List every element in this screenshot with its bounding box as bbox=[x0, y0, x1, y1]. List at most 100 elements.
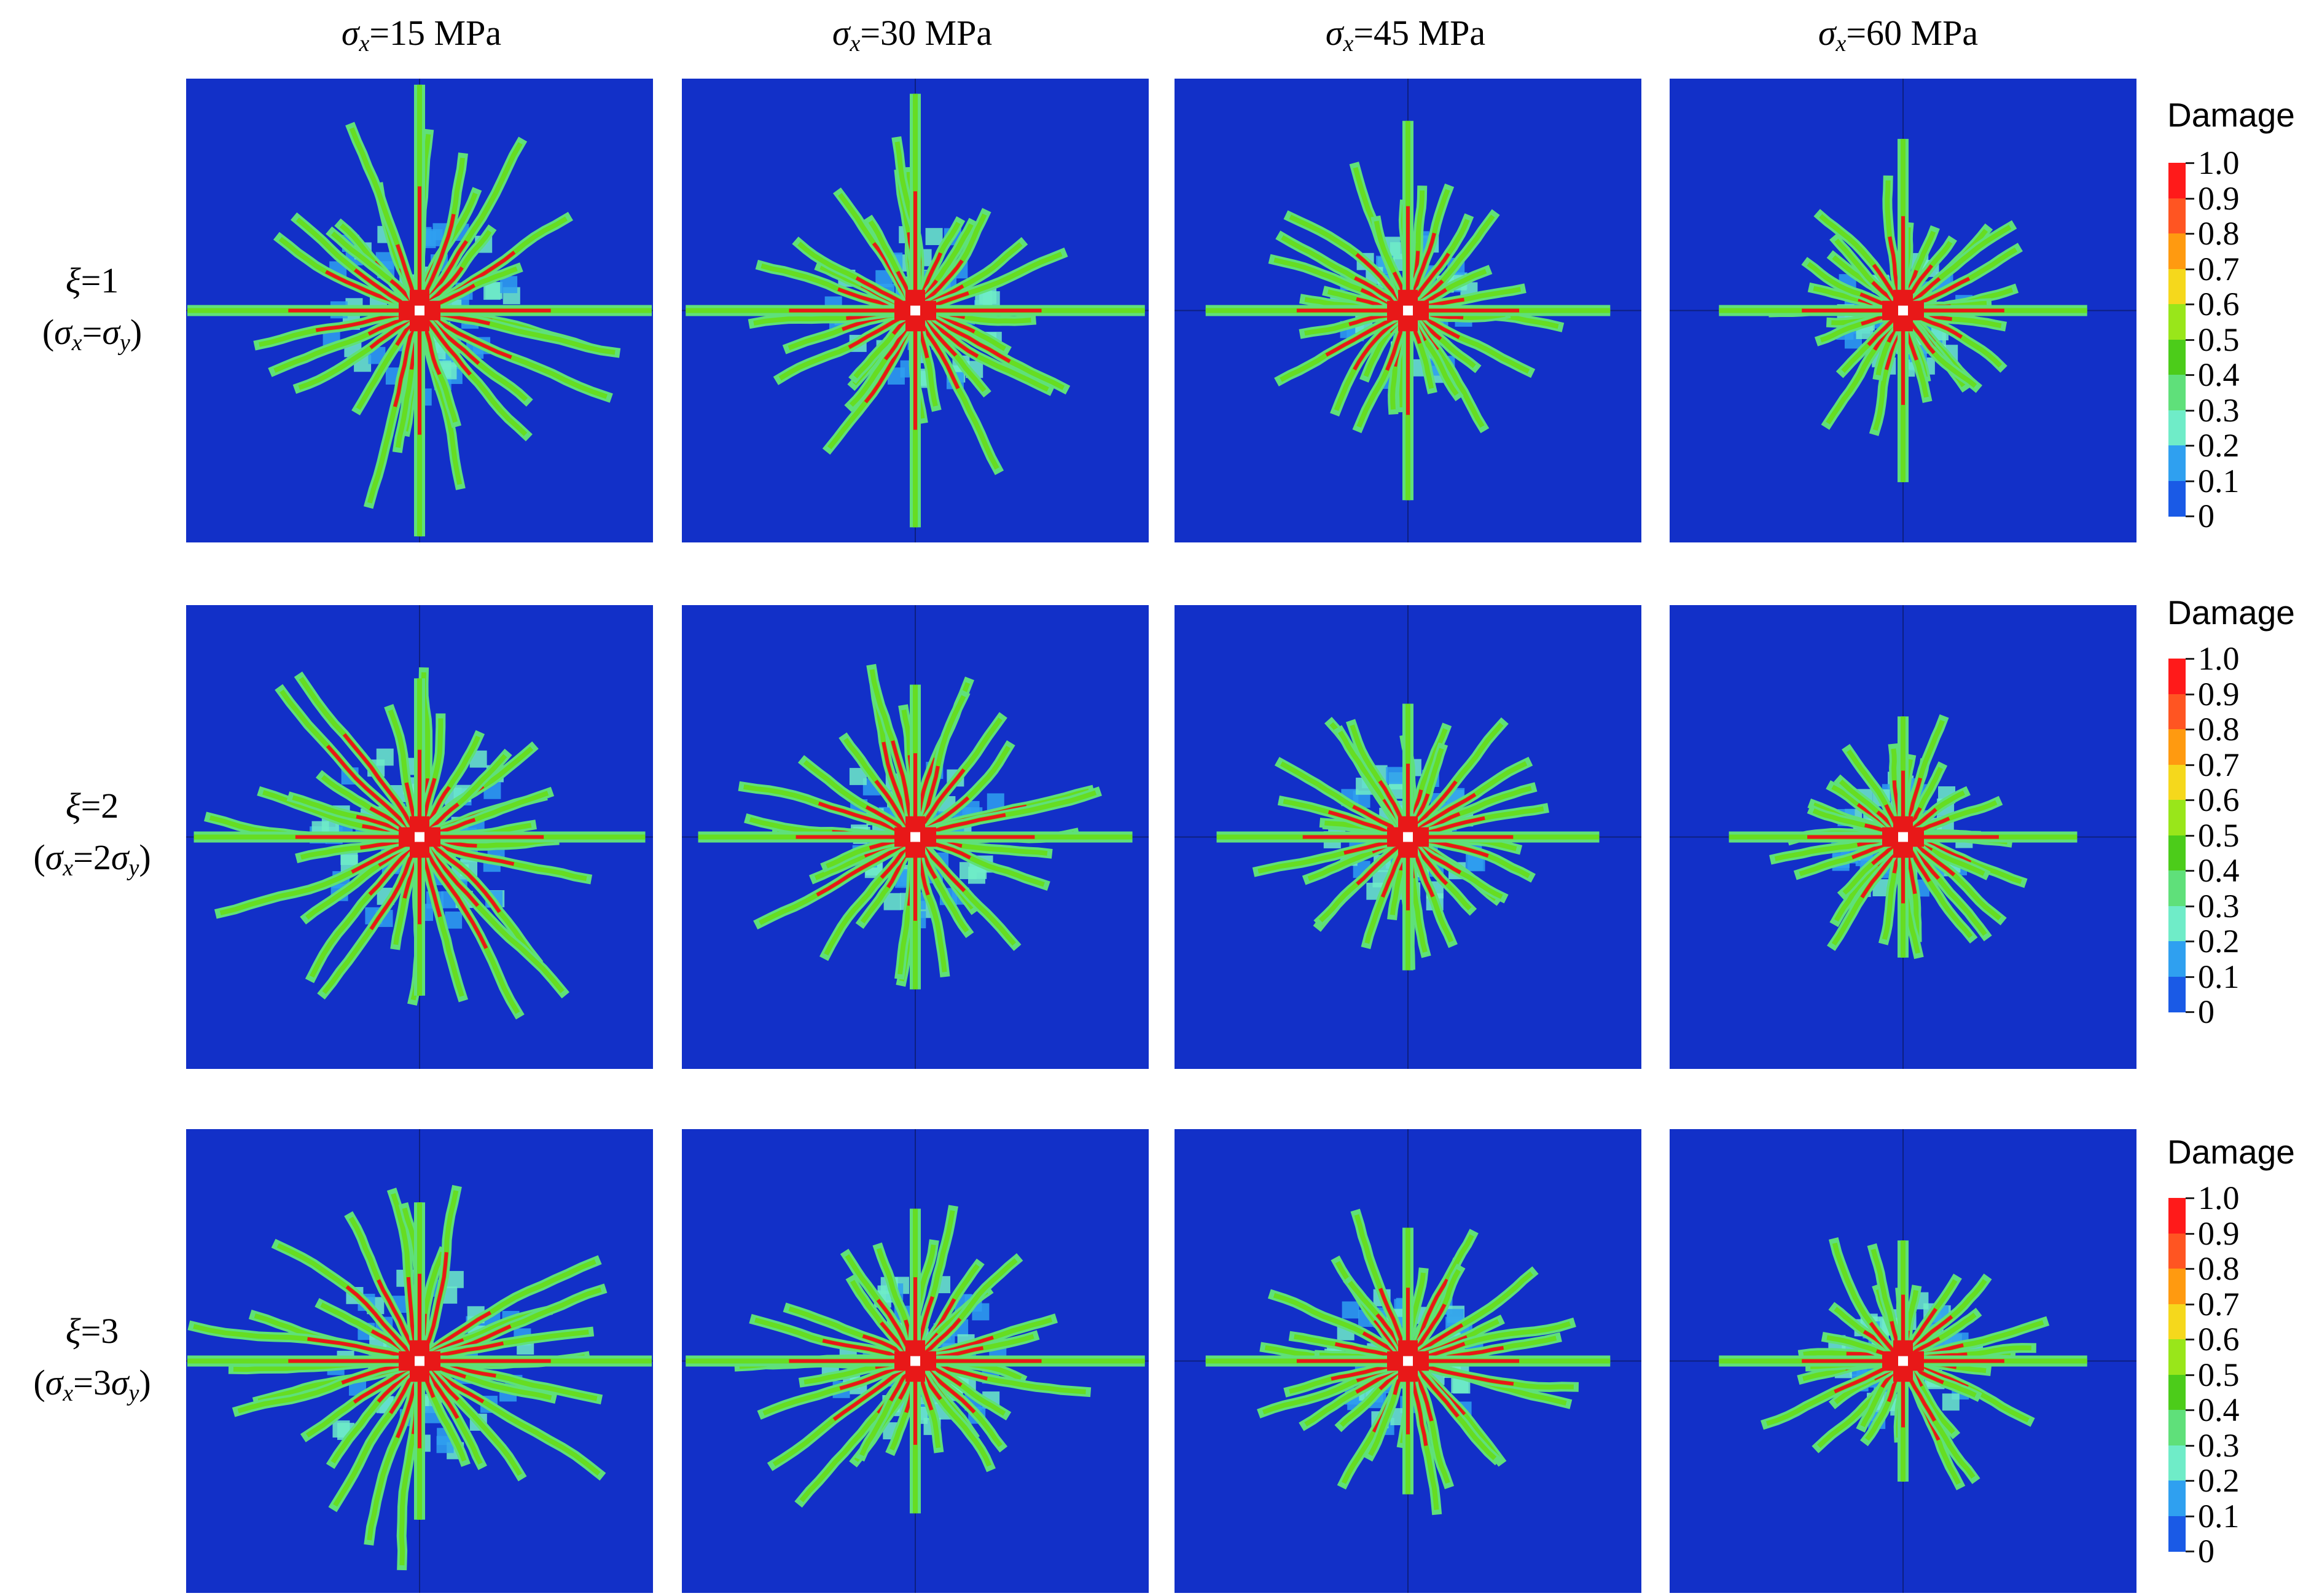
colorbar-tick-label: 0.3 bbox=[2198, 887, 2240, 925]
damage-halo-cell bbox=[925, 228, 943, 245]
borehole bbox=[415, 305, 424, 316]
damage-halo-cell bbox=[445, 911, 463, 929]
colorbar-segment bbox=[2168, 1269, 2186, 1305]
colorbar-tick-label: 0.3 bbox=[2198, 391, 2240, 429]
damage-map-panel bbox=[682, 1129, 1149, 1593]
damage-map-panel bbox=[1670, 605, 2136, 1069]
colorbar-tick bbox=[2186, 1339, 2194, 1340]
colorbar-tick-label: 1.0 bbox=[2198, 640, 2240, 677]
colorbar-tick-label: 0.8 bbox=[2198, 215, 2240, 252]
subscript: x bbox=[1835, 31, 1847, 57]
damage-map-panel bbox=[1175, 605, 1641, 1069]
column-header-text: =60 MPa bbox=[1846, 13, 1979, 53]
sigma-symbol: σ bbox=[1325, 13, 1343, 53]
damage-map bbox=[186, 79, 653, 542]
colorbar-segment bbox=[2168, 233, 2186, 270]
ratio-text: = bbox=[82, 312, 103, 352]
column-header-4: σx=60 MPa bbox=[1652, 12, 2144, 57]
colorbar-tick-label: 0.8 bbox=[2198, 1250, 2240, 1287]
colorbar-tick-label: 0.6 bbox=[2198, 1321, 2240, 1358]
colorbar-tick-label: 0.7 bbox=[2198, 1285, 2240, 1323]
colorbar-tick-label: 0.5 bbox=[2198, 321, 2240, 358]
borehole bbox=[415, 1356, 424, 1366]
colorbar-segment bbox=[2168, 800, 2186, 836]
colorbar-segment bbox=[2168, 1198, 2186, 1234]
xi-value: =1 bbox=[80, 260, 119, 300]
borehole bbox=[1898, 1356, 1908, 1366]
row-header-2: ξ=2 (σx=2σy) bbox=[0, 780, 184, 894]
colorbar-title: Damage bbox=[2167, 96, 2295, 134]
colorbar-segment bbox=[2168, 870, 2186, 907]
colorbar-segment bbox=[2168, 1516, 2186, 1552]
colorbar bbox=[2168, 1198, 2186, 1552]
sigma-symbol: σ bbox=[45, 1363, 63, 1402]
colorbar-tick bbox=[2186, 268, 2194, 270]
colorbar-segment bbox=[2168, 764, 2186, 800]
colorbar-tick-label: 0.6 bbox=[2198, 286, 2240, 323]
sigma-symbol: σ bbox=[45, 837, 63, 877]
borehole bbox=[1403, 1356, 1413, 1366]
colorbar-tick bbox=[2186, 1268, 2194, 1270]
row-header-3: ξ=3 (σx=3σy) bbox=[0, 1305, 184, 1419]
colorbar-segment bbox=[2168, 163, 2186, 199]
subscript: x bbox=[1343, 31, 1354, 57]
column-header-2: σx=30 MPa bbox=[666, 12, 1158, 57]
xi-symbol: ξ bbox=[65, 1311, 81, 1351]
damage-halo-cell bbox=[483, 283, 501, 300]
colorbar-segment bbox=[2168, 304, 2186, 340]
subscript: x bbox=[63, 1380, 74, 1406]
sigma-symbol: σ bbox=[111, 837, 129, 877]
colorbar-segment bbox=[2168, 659, 2186, 695]
column-header-1: σx=15 MPa bbox=[176, 12, 667, 57]
subscript: y bbox=[128, 1380, 139, 1406]
colorbar-tick-label: 0.4 bbox=[2198, 356, 2240, 393]
colorbar-tick bbox=[2186, 1515, 2194, 1517]
colorbar-segment bbox=[2168, 729, 2186, 765]
colorbar-tick-label: 0.9 bbox=[2198, 1215, 2240, 1252]
colorbar-tick-label: 0.1 bbox=[2198, 1497, 2240, 1535]
colorbar-tick bbox=[2186, 729, 2194, 730]
colorbar-tick bbox=[2186, 480, 2194, 482]
damage-map bbox=[682, 1129, 1149, 1593]
colorbar bbox=[2168, 163, 2186, 517]
colorbar-tick-label: 0.3 bbox=[2198, 1426, 2240, 1464]
column-header-text: =15 MPa bbox=[369, 13, 502, 53]
colorbar-tick bbox=[2186, 1197, 2194, 1199]
row-header-1: ξ=1 (σx=σy) bbox=[0, 255, 184, 369]
paren-open: ( bbox=[42, 312, 55, 352]
damage-map bbox=[1175, 605, 1641, 1069]
colorbar-tick bbox=[2186, 1409, 2194, 1411]
colorbar-tick bbox=[2186, 976, 2194, 978]
colorbar-tick bbox=[2186, 1303, 2194, 1305]
colorbar-segment bbox=[2168, 1410, 2186, 1446]
colorbar-tick bbox=[2186, 764, 2194, 766]
colorbar-tick bbox=[2186, 338, 2194, 341]
colorbar-tick-label: 0.7 bbox=[2198, 746, 2240, 783]
column-header-text: =30 MPa bbox=[860, 13, 993, 53]
colorbar-tick-label: 0.2 bbox=[2198, 1462, 2240, 1499]
colorbar-tick bbox=[2186, 799, 2194, 801]
colorbar-segment bbox=[2168, 1445, 2186, 1481]
sigma-symbol: σ bbox=[102, 312, 120, 352]
colorbar-tick bbox=[2186, 197, 2194, 200]
colorbar-tick bbox=[2186, 658, 2194, 660]
colorbar-tick-label: 0.5 bbox=[2198, 816, 2240, 854]
paren-open: ( bbox=[33, 837, 45, 877]
paren-close: ) bbox=[139, 837, 151, 877]
colorbar-segment bbox=[2168, 480, 2186, 517]
colorbar bbox=[2168, 659, 2186, 1012]
colorbar-tick bbox=[2186, 1232, 2194, 1235]
colorbar-tick-label: 0 bbox=[2198, 1533, 2214, 1570]
column-header-3: σx=45 MPa bbox=[1160, 12, 1651, 57]
colorbar-segment bbox=[2168, 410, 2186, 446]
xi-value: =2 bbox=[80, 786, 119, 826]
damage-map-panel bbox=[1175, 79, 1641, 542]
damage-halo-cell bbox=[1386, 767, 1404, 784]
colorbar-title: Damage bbox=[2167, 1133, 2295, 1171]
borehole bbox=[1403, 305, 1413, 316]
colorbar-tick-label: 0.1 bbox=[2198, 462, 2240, 499]
colorbar-segment bbox=[2168, 694, 2186, 730]
borehole bbox=[910, 1356, 920, 1366]
colorbar-tick-label: 0.6 bbox=[2198, 781, 2240, 818]
column-header-text: =45 MPa bbox=[1353, 13, 1486, 53]
